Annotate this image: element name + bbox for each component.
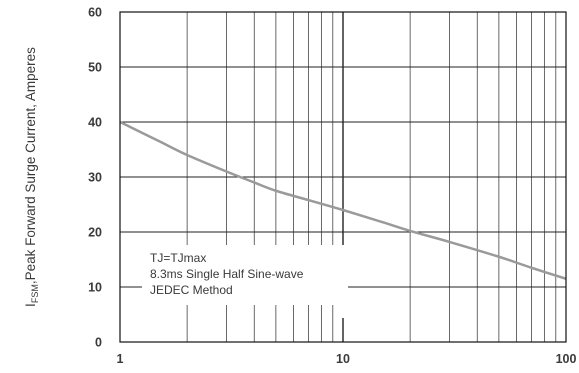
y-tick-label: 0: [95, 336, 102, 350]
x-tick-label: 100: [556, 352, 577, 366]
y-tick-label: 40: [88, 116, 102, 130]
y-tick-labels: 0 10 20 30 40 50 60: [88, 6, 102, 350]
y-tick-label: 20: [88, 226, 102, 240]
y-axis-label-subscript: FSM: [30, 284, 40, 303]
y-axis-label: IFSM,Peak Forward Surge Current, Amperes: [23, 47, 40, 307]
annotation-line-2: 8.3ms Single Half Sine-wave: [150, 267, 304, 281]
series-line: [119, 120, 567, 280]
y-axis-label-prefix: I: [23, 303, 38, 307]
x-tick-label: 1: [117, 352, 124, 366]
x-tick-label: 10: [336, 352, 350, 366]
y-tick-label: 30: [88, 171, 102, 185]
plot-frame: [119, 11, 567, 343]
y-tick-label: 60: [88, 6, 102, 20]
y-axis-label-rest: ,Peak Forward Surge Current, Amperes: [23, 47, 38, 284]
annotation-line-3: JEDEC Method: [150, 283, 233, 297]
x-tick-labels: 1 10 100: [117, 352, 577, 366]
y-tick-label: 50: [88, 61, 102, 75]
y-tick-label: 10: [88, 281, 102, 295]
annotation-background: [142, 245, 348, 305]
annotation-line-1: TJ=TJmax: [150, 251, 206, 265]
